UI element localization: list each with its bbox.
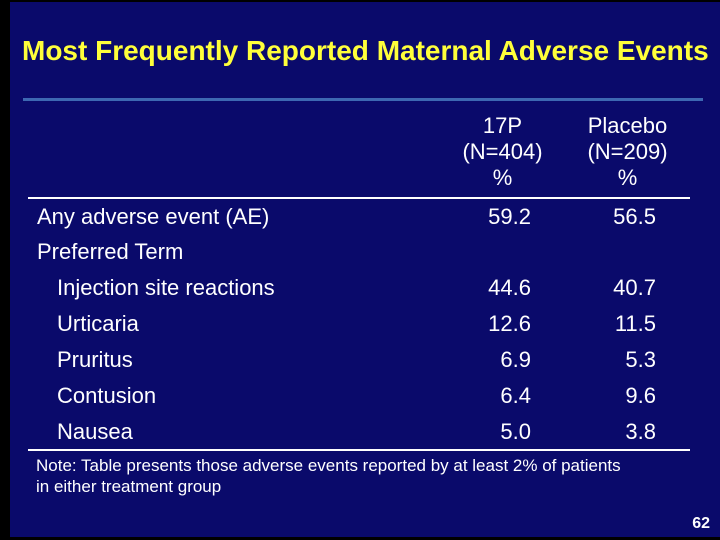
table-row: Urticaria 12.6 11.5 [28, 306, 690, 342]
row-label: Any adverse event (AE) [37, 203, 270, 229]
header-17p: 17P (N=404) % [440, 106, 565, 199]
value-placebo: 9.6 [625, 383, 656, 408]
row-label: Urticaria [57, 311, 139, 336]
table-row: Injection site reactions 44.6 40.7 [28, 270, 690, 306]
table-row: Contusion 6.4 9.6 [28, 378, 690, 414]
header-placebo: Placebo (N=209) % [565, 106, 690, 199]
value-17p: 12.6 [488, 311, 531, 336]
table-row: Preferred Term [28, 234, 690, 270]
header-empty [28, 106, 440, 199]
value-placebo: 40.7 [613, 275, 656, 300]
row-label: Nausea [28, 414, 440, 451]
row-label: Pruritus [57, 347, 133, 372]
value-placebo: 3.8 [565, 414, 690, 451]
row-label: Contusion [57, 383, 157, 408]
value-17p: 6.4 [500, 383, 531, 408]
table-row: Pruritus 6.9 5.3 [28, 342, 690, 378]
value-17p: 6.9 [500, 347, 531, 372]
page-number: 62 [692, 515, 710, 532]
value-placebo: 11.5 [614, 311, 656, 336]
table-row: Any adverse event (AE) 59.2 56.5 [28, 198, 690, 234]
value-placebo: 56.5 [613, 203, 656, 229]
value-placebo: 5.3 [625, 347, 656, 372]
slide-title: Most Frequently Reported Maternal Advers… [22, 35, 709, 66]
table-header-row: 17P (N=404) % Placebo (N=209) % [28, 106, 690, 199]
value-17p [440, 234, 565, 270]
row-label: Preferred Term [37, 239, 184, 264]
value-17p: 44.6 [488, 275, 531, 300]
value-17p: 5.0 [440, 414, 565, 451]
footnote: Note: Table presents those adverse event… [36, 456, 621, 496]
slide: Most Frequently Reported Maternal Advers… [10, 2, 720, 537]
value-17p: 59.2 [488, 203, 531, 229]
title-underline [23, 98, 703, 101]
table-row: Nausea 5.0 3.8 [28, 414, 690, 451]
row-label: Injection site reactions [57, 275, 275, 300]
value-placebo [565, 234, 690, 270]
adverse-events-table: 17P (N=404) % Placebo (N=209) % Any adve… [28, 106, 690, 451]
